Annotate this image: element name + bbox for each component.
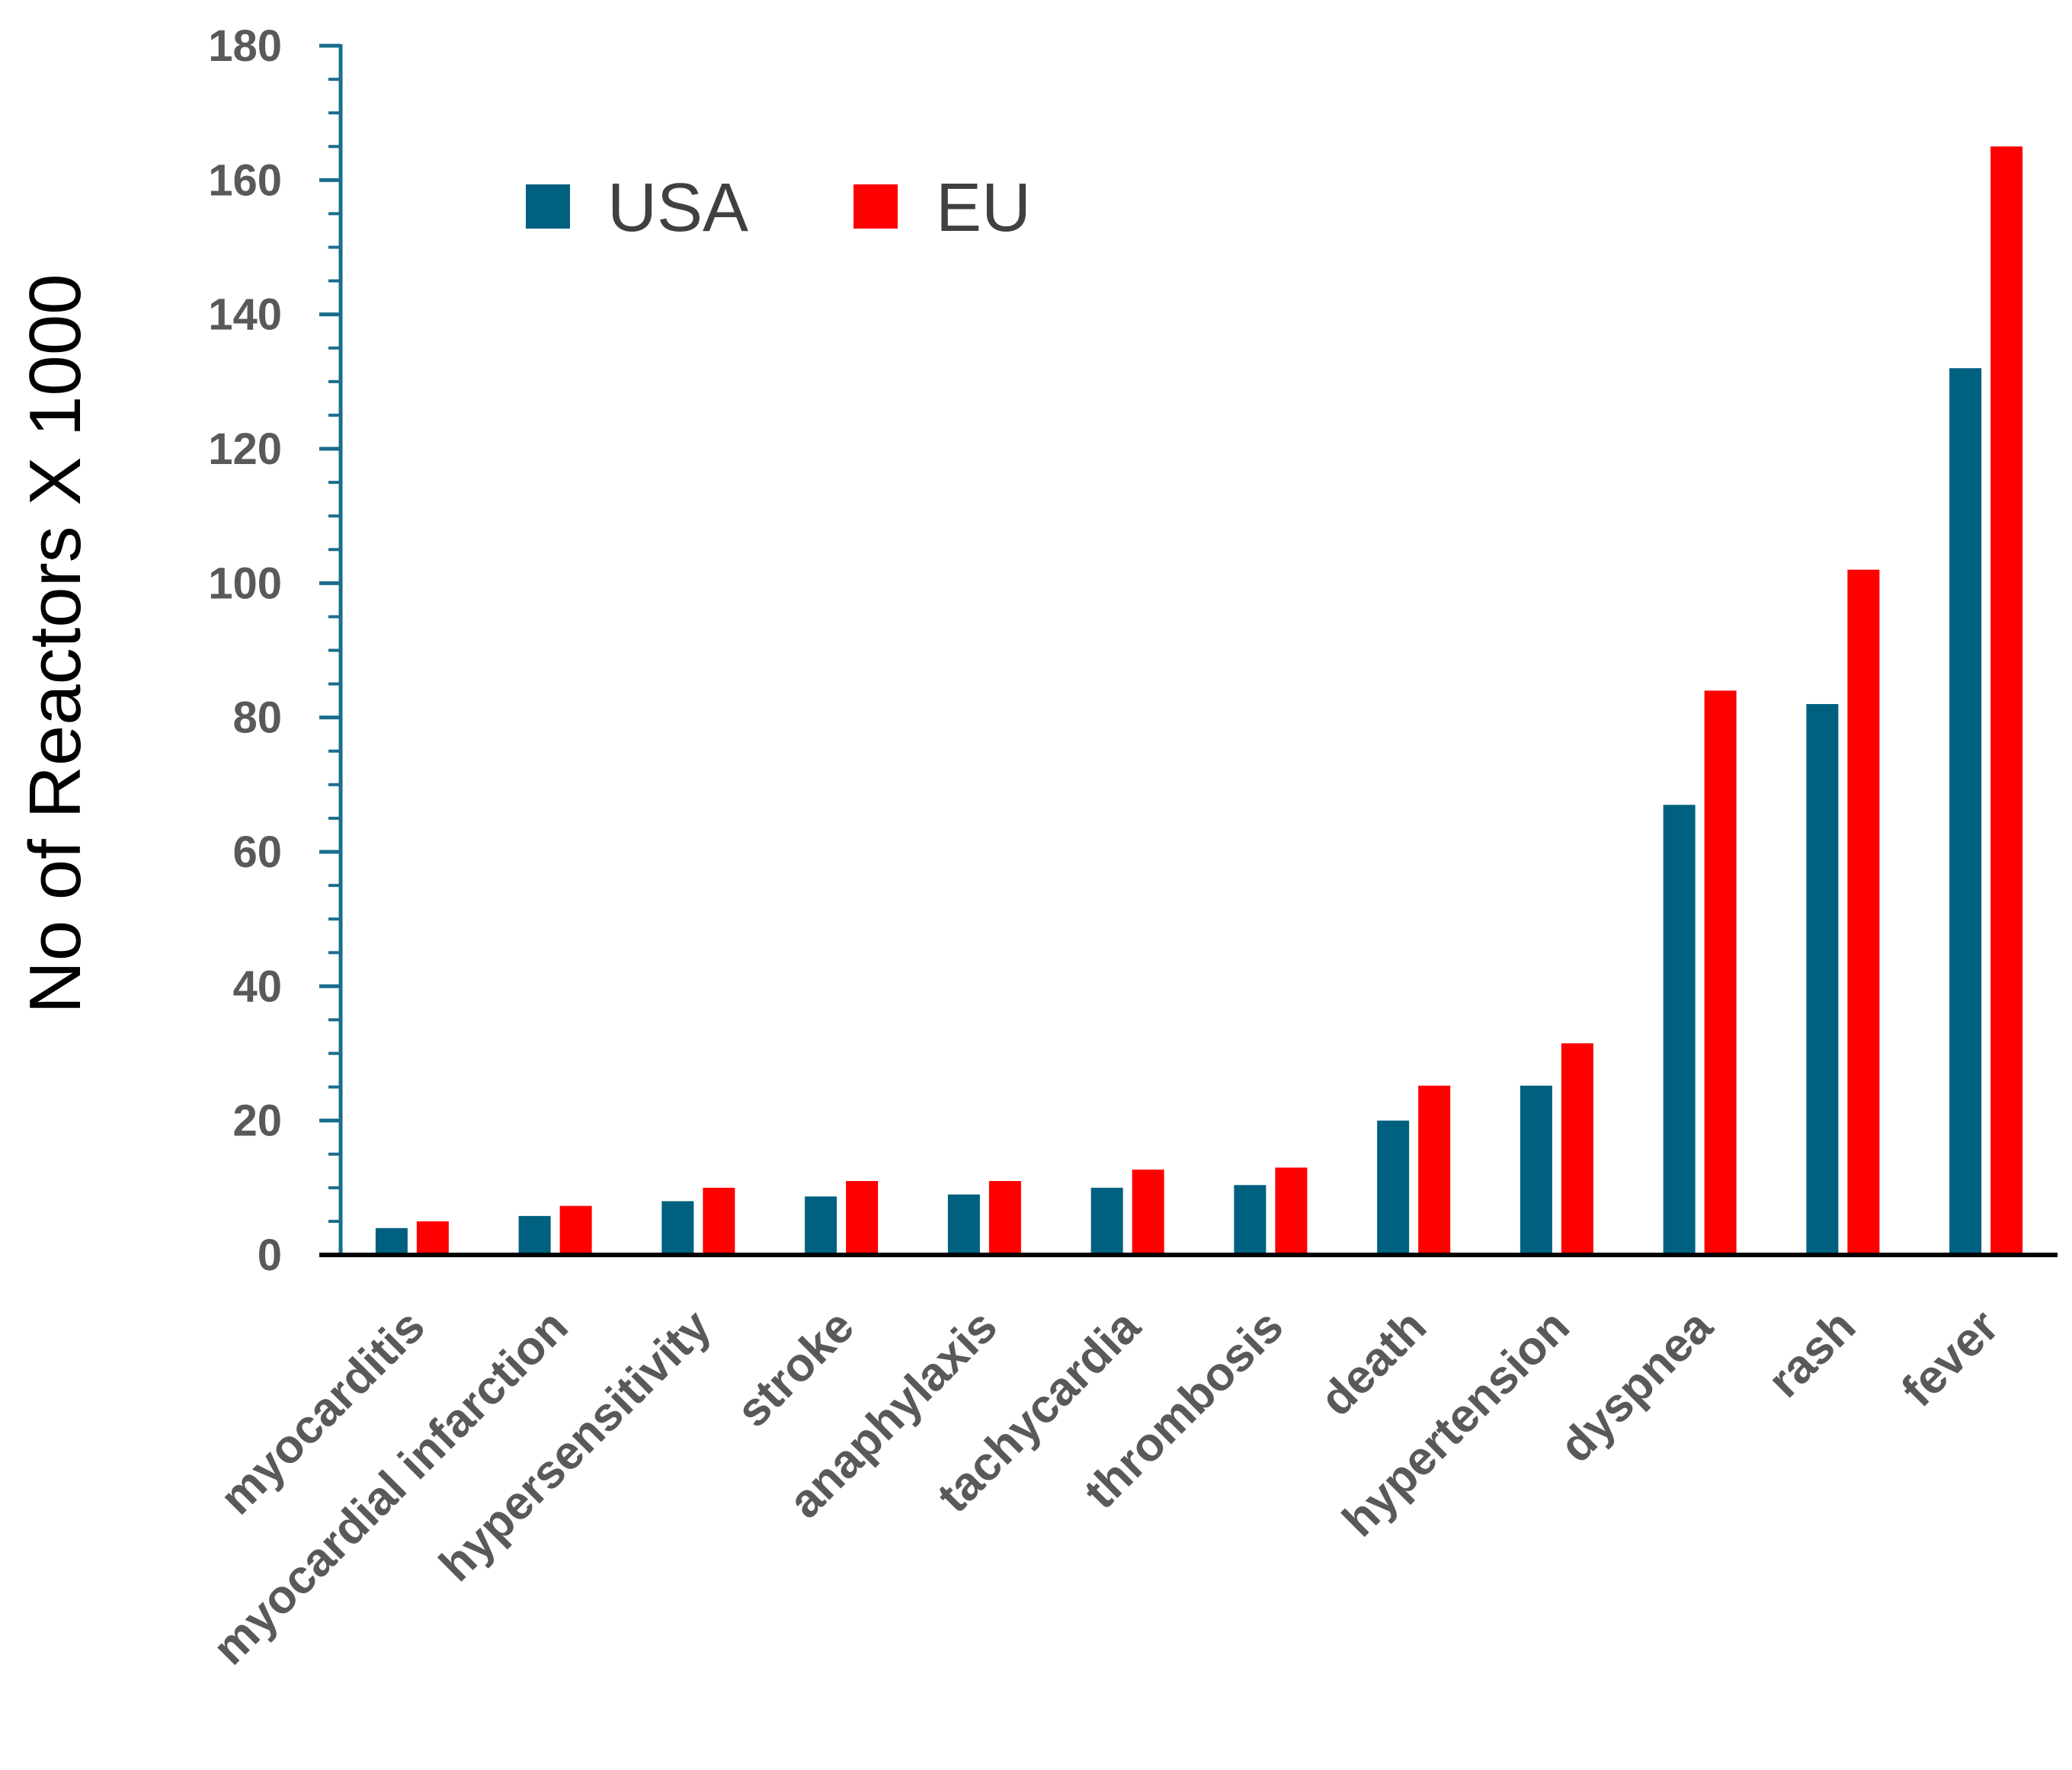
y-tick-label-100: 100 — [208, 559, 282, 608]
x-tick-label-stroke: stroke — [727, 1300, 864, 1437]
bar-usa-tachycardia — [1090, 1187, 1123, 1255]
x-tick-label-hypersensitivity: hypersensitivity — [430, 1300, 722, 1592]
legend-label-usa: USA — [607, 170, 748, 246]
y-tick-label-0: 0 — [258, 1231, 282, 1280]
y-tick-label-120: 120 — [208, 424, 282, 474]
y-tick-label-80: 80 — [232, 693, 282, 743]
bar-eu-myocardial-infarction — [559, 1205, 592, 1255]
bar-usa-thrombosis — [1234, 1185, 1267, 1255]
y-tick-label-140: 140 — [208, 290, 282, 340]
bar-usa-fever — [1949, 368, 1982, 1256]
bar-eu-stroke — [846, 1181, 879, 1255]
y-tick-label-20: 20 — [232, 1096, 282, 1146]
bar-eu-death — [1418, 1085, 1451, 1255]
bar-usa-hypertension — [1520, 1085, 1552, 1255]
legend-label-eu: EU — [936, 170, 1031, 246]
bar-eu-hypersensitivity — [703, 1187, 735, 1255]
bar-usa-myocardial-infarction — [518, 1215, 551, 1255]
x-tick-label-fever: fever — [1891, 1300, 2009, 1417]
bar-usa-rash — [1806, 704, 1839, 1255]
bar-usa-myocarditis — [375, 1227, 408, 1255]
x-tick-label-dyspnea: dyspnea — [1550, 1300, 1723, 1473]
bar-eu-dyspnea — [1704, 690, 1737, 1255]
y-axis-ticks: 0 20 40 60 80 100 120 140 160 180 — [208, 21, 341, 1280]
bar-eu-hypertension — [1561, 1043, 1593, 1255]
bar-eu-rash — [1847, 569, 1880, 1255]
y-axis-title: No of Reactors X 1000 — [14, 274, 96, 1013]
bar-eu-fever — [1990, 146, 2023, 1255]
bar-usa-hypersensitivity — [661, 1201, 694, 1255]
y-tick-label-40: 40 — [232, 962, 282, 1011]
x-tick-label-death: death — [1310, 1300, 1436, 1426]
y-tick-label-160: 160 — [208, 155, 282, 205]
legend: USA EU — [526, 170, 1031, 246]
legend-swatch-usa — [526, 184, 570, 229]
bar-eu-thrombosis — [1275, 1167, 1308, 1255]
bar-usa-dyspnea — [1663, 805, 1696, 1255]
bar-usa-death — [1377, 1120, 1410, 1255]
bar-eu-anaphylaxis — [988, 1181, 1021, 1255]
legend-swatch-eu — [853, 184, 898, 229]
bar-eu-myocarditis — [416, 1221, 449, 1255]
bar-eu-tachycardia — [1132, 1170, 1164, 1255]
y-tick-label-60: 60 — [232, 827, 282, 877]
x-tick-label-rash: rash — [1758, 1300, 1865, 1407]
y-tick-label-180: 180 — [208, 21, 282, 71]
bar-usa-stroke — [805, 1196, 837, 1255]
bar-usa-anaphylaxis — [947, 1194, 980, 1255]
bars-group — [375, 146, 2023, 1256]
